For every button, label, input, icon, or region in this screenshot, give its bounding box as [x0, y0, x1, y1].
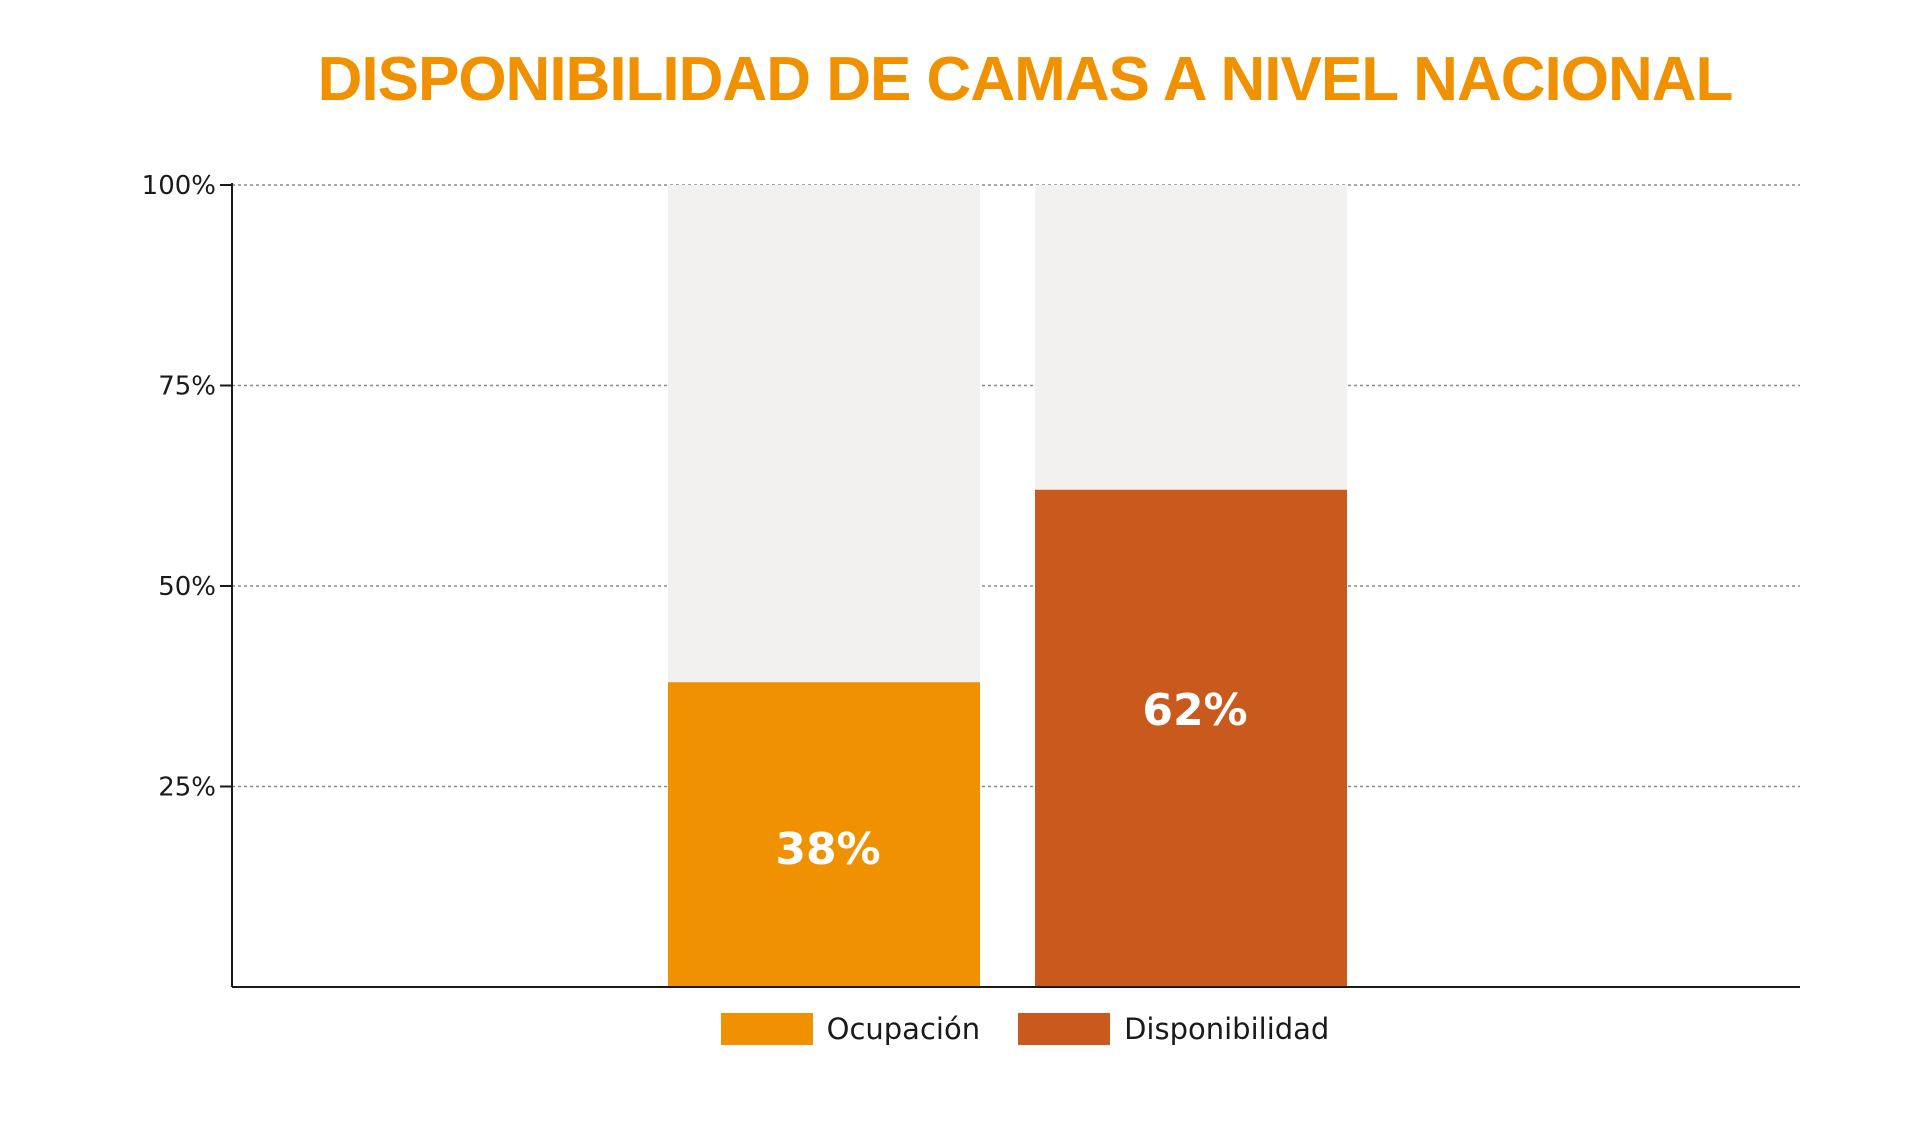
axes: 100% 75% 50% 25%: [142, 171, 1800, 988]
bar-ocupacion: [668, 682, 980, 987]
y-tick-label: 75%: [158, 372, 216, 402]
legend-label-disponibilidad: Disponibilidad: [1124, 1012, 1330, 1046]
legend-item-disponibilidad: Disponibilidad: [1018, 1012, 1329, 1046]
data-labels: 38% 62%: [775, 685, 1247, 875]
legend-swatch-ocupacion: [720, 1013, 813, 1045]
grid-lines: [232, 184, 1800, 788]
bar-disponibilidad: [1035, 489, 1347, 987]
data-label: 62%: [1142, 685, 1247, 736]
legend-swatch-disponibilidad: [1018, 1013, 1111, 1045]
y-tick-label: 50%: [158, 572, 216, 602]
chart-title: DISPONIBILIDAD DE CAMAS A NIVEL NACIONAL: [317, 45, 1734, 114]
y-tick-label: 100%: [142, 171, 216, 201]
bars: [668, 489, 1347, 987]
legend: Ocupación Disponibilidad: [0, 1012, 1920, 1046]
y-tick-label: 25%: [158, 773, 216, 803]
legend-label-ocupacion: Ocupación: [826, 1012, 981, 1046]
data-label: 38%: [775, 824, 880, 875]
legend-item-ocupacion: Ocupación: [720, 1012, 981, 1046]
